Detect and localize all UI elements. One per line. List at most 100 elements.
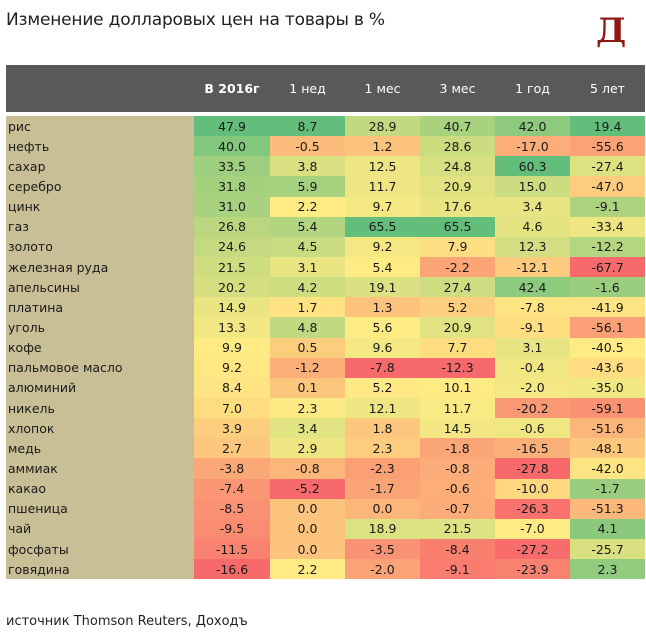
value-cell-1-month: 5.2 — [345, 377, 420, 398]
value-cell-5-years: -40.5 — [570, 337, 645, 358]
value-cell-1-month: 5.6 — [345, 317, 420, 338]
commodity-name: чай — [6, 518, 194, 539]
value-cell-3-months: 65.5 — [420, 216, 495, 237]
value-cell-1-year: 15.0 — [495, 176, 570, 197]
value-cell-3-months: 10.1 — [420, 377, 495, 398]
table-row: никель 7.0 2.3 12.1 11.7 -20.2 -59.1 — [6, 397, 645, 419]
table-body: рис 47.9 8.7 28.9 40.7 42.0 19.4 нефть 40.0 -0.5 1… — [6, 111, 645, 580]
value-cell-ytd-2016: 31.8 — [194, 176, 270, 197]
value-cell-1-month: 65.5 — [345, 216, 420, 237]
commodity-name: говядина — [6, 559, 194, 580]
value-cell-ytd-2016: 9.9 — [194, 337, 270, 358]
table-row: нефть 40.0 -0.5 1.2 28.6 -17.0 -55.6 — [6, 136, 645, 157]
value-cell-1-year: -7.8 — [495, 297, 570, 318]
commodity-name: пальмовое масло — [6, 357, 194, 378]
value-cell-ytd-2016: 26.8 — [194, 216, 270, 237]
value-cell-ytd-2016: 31.0 — [194, 196, 270, 217]
value-cell-1-month: 12.1 — [345, 397, 420, 419]
value-cell-1-week: -1.2 — [270, 357, 345, 378]
commodity-name: алюминий — [6, 377, 194, 398]
value-cell-1-year: -17.0 — [495, 136, 570, 157]
value-cell-ytd-2016: 20.2 — [194, 277, 270, 298]
value-cell-3-months: 11.7 — [420, 397, 495, 419]
value-cell-1-month: 19.1 — [345, 277, 420, 298]
table-row: пшеница -8.5 0.0 0.0 -0.7 -26.3 -51.3 — [6, 498, 645, 519]
value-cell-1-month: 5.4 — [345, 256, 420, 278]
table-row: пальмовое масло 9.2 -1.2 -7.8 -12.3 -0.4 -43.6 — [6, 357, 645, 378]
heatmap-table: В 2016г 1 нед 1 мес 3 мес 1 год 5 лет ри… — [6, 65, 645, 580]
value-cell-3-months: -12.3 — [420, 357, 495, 378]
table-row: аммиак -3.8 -0.8 -2.3 -0.8 -27.8 -42.0 — [6, 458, 645, 479]
value-cell-3-months: 24.8 — [420, 156, 495, 177]
value-cell-1-week: 0.0 — [270, 498, 345, 519]
value-cell-5-years: -47.0 — [570, 176, 645, 197]
table-header-row: В 2016г 1 нед 1 мес 3 мес 1 год 5 лет — [6, 65, 645, 114]
value-cell-1-week: -0.5 — [270, 136, 345, 157]
value-cell-ytd-2016: 7.0 — [194, 397, 270, 419]
value-cell-1-month: 9.7 — [345, 196, 420, 217]
commodity-name: газ — [6, 216, 194, 237]
commodity-name: рис — [6, 111, 194, 137]
value-cell-1-year: 42.0 — [495, 111, 570, 137]
commodity-name: пшеница — [6, 498, 194, 519]
commodity-name: железная руда — [6, 256, 194, 278]
value-cell-5-years: -25.7 — [570, 538, 645, 560]
value-cell-1-week: 2.9 — [270, 438, 345, 459]
commodity-name: золото — [6, 236, 194, 257]
value-cell-3-months: -1.8 — [420, 438, 495, 459]
value-cell-3-months: 17.6 — [420, 196, 495, 217]
value-cell-ytd-2016: -3.8 — [194, 458, 270, 479]
header-ytd-2016: В 2016г — [194, 65, 270, 114]
value-cell-1-year: -27.8 — [495, 458, 570, 479]
value-cell-1-year: -7.0 — [495, 518, 570, 539]
header-1-month: 1 мес — [345, 65, 420, 114]
value-cell-5-years: -42.0 — [570, 458, 645, 479]
value-cell-1-week: 5.4 — [270, 216, 345, 237]
value-cell-1-year: 12.3 — [495, 236, 570, 257]
value-cell-ytd-2016: -9.5 — [194, 518, 270, 539]
value-cell-1-week: -0.8 — [270, 458, 345, 479]
value-cell-3-months: -2.2 — [420, 256, 495, 278]
value-cell-1-month: 2.3 — [345, 438, 420, 459]
value-cell-5-years: -1.7 — [570, 478, 645, 499]
table-row: золото 24.6 4.5 9.2 7.9 12.3 -12.2 — [6, 236, 645, 257]
value-cell-1-year: -10.0 — [495, 478, 570, 499]
commodity-name: уголь — [6, 317, 194, 338]
table-row: цинк 31.0 2.2 9.7 17.6 3.4 -9.1 — [6, 196, 645, 217]
value-cell-ytd-2016: 47.9 — [194, 111, 270, 137]
value-cell-3-months: -0.7 — [420, 498, 495, 519]
value-cell-1-year: -23.9 — [495, 559, 570, 580]
commodity-name: нефть — [6, 136, 194, 157]
value-cell-3-months: -0.6 — [420, 478, 495, 499]
commodity-name: какао — [6, 478, 194, 499]
table-row: медь 2.7 2.9 2.3 -1.8 -16.5 -48.1 — [6, 438, 645, 459]
table-row: кофе 9.9 0.5 9.6 7.7 3.1 -40.5 — [6, 337, 645, 358]
table-row: апельсины 20.2 4.2 19.1 27.4 42.4 -1.6 — [6, 277, 645, 298]
value-cell-1-week: 3.4 — [270, 418, 345, 439]
value-cell-5-years: 2.3 — [570, 559, 645, 580]
value-cell-3-months: 20.9 — [420, 176, 495, 197]
header-5-years: 5 лет — [570, 65, 645, 114]
value-cell-1-month: 28.9 — [345, 111, 420, 137]
value-cell-ytd-2016: -7.4 — [194, 478, 270, 499]
value-cell-1-month: -2.3 — [345, 458, 420, 479]
value-cell-1-week: 0.0 — [270, 538, 345, 560]
value-cell-1-year: -0.6 — [495, 418, 570, 439]
value-cell-ytd-2016: 3.9 — [194, 418, 270, 439]
value-cell-1-week: 2.3 — [270, 397, 345, 419]
source-note: источник Thomson Reuters, Доходъ — [6, 614, 248, 629]
value-cell-1-year: -26.3 — [495, 498, 570, 519]
value-cell-3-months: 7.9 — [420, 236, 495, 257]
value-cell-1-year: -12.1 — [495, 256, 570, 278]
value-cell-ytd-2016: 14.9 — [194, 297, 270, 318]
dohod-logo: Д — [596, 11, 627, 51]
value-cell-ytd-2016: -11.5 — [194, 538, 270, 560]
value-cell-1-month: 11.7 — [345, 176, 420, 197]
value-cell-5-years: -55.6 — [570, 136, 645, 157]
table-row: серебро 31.8 5.9 11.7 20.9 15.0 -47.0 — [6, 176, 645, 197]
value-cell-1-week: 4.5 — [270, 236, 345, 257]
value-cell-5-years: -51.3 — [570, 498, 645, 519]
value-cell-ytd-2016: 9.2 — [194, 357, 270, 378]
value-cell-1-year: -16.5 — [495, 438, 570, 459]
value-cell-1-week: 2.2 — [270, 559, 345, 580]
